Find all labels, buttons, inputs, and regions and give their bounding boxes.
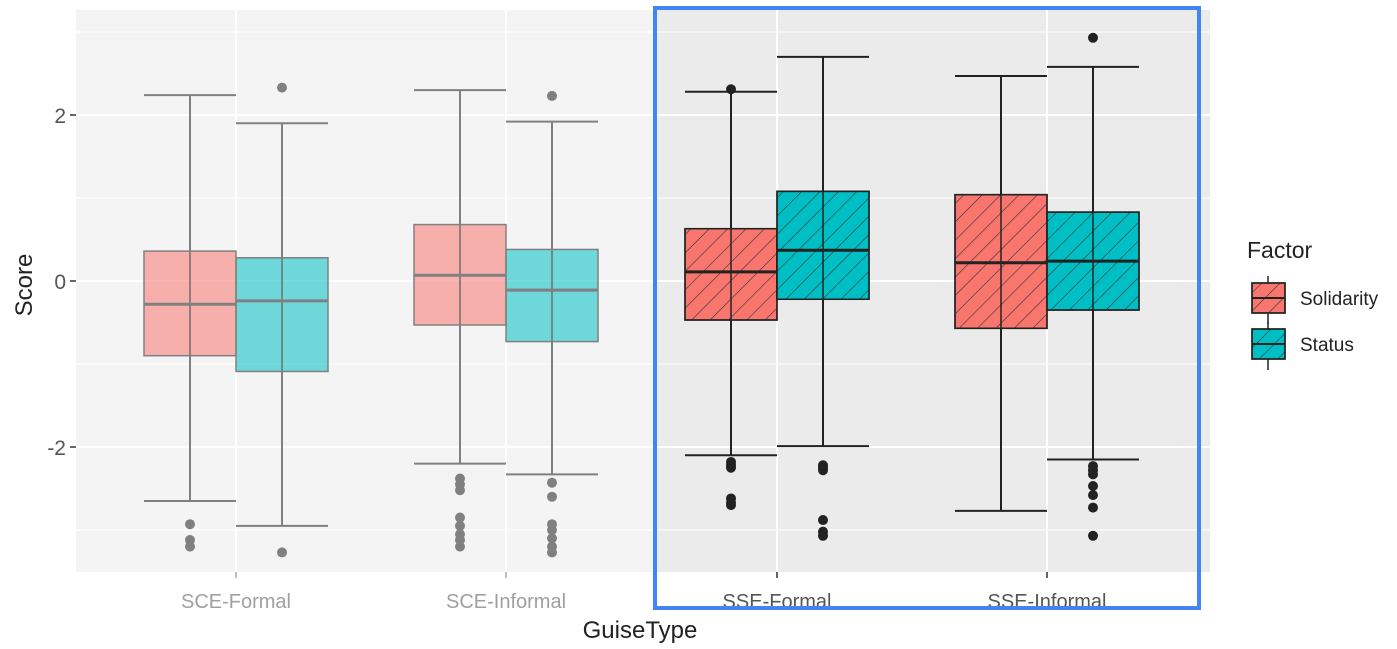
outlier-point: [818, 465, 828, 476]
outlier-point: [1088, 481, 1098, 492]
outlier-point: [726, 84, 736, 95]
legend-item-solidarity: Solidarity: [1251, 276, 1379, 324]
y-axis: 2 0 -2: [47, 105, 76, 460]
outlier-point: [185, 541, 195, 552]
outlier-point: [818, 530, 828, 541]
legend-item-label: Status: [1300, 335, 1354, 356]
boxes-layer: [143, 32, 1140, 558]
outlier-point: [455, 541, 465, 552]
outlier-point: [455, 520, 465, 531]
box-status-sse-formal: [776, 55, 870, 541]
outlier-point: [277, 82, 287, 93]
legend: Factor Solidarity Status: [1247, 237, 1379, 370]
highlight-rectangle: [653, 6, 1201, 610]
legend-item-status: Status: [1251, 322, 1354, 370]
outlier-point: [726, 500, 736, 511]
x-axis-title: GuiseType: [583, 617, 698, 644]
y-axis-title: Score: [11, 254, 38, 317]
outlier-point: [1088, 469, 1098, 480]
x-tick-label: SCE-Formal: [181, 591, 291, 613]
outlier-point: [277, 547, 287, 558]
box-solidarity-sse-formal: [684, 84, 778, 511]
outlier-point: [547, 90, 557, 101]
legend-title: Factor: [1247, 237, 1313, 263]
outlier-point: [818, 515, 828, 526]
outlier-point: [547, 477, 557, 488]
outlier-point: [1088, 32, 1098, 43]
box-status-sce-informal: [505, 90, 599, 558]
box-solidarity-sce-formal: [143, 94, 237, 552]
outlier-point: [1088, 502, 1098, 513]
box-status-sce-formal: [235, 82, 329, 558]
outlier-point: [455, 485, 465, 496]
outlier-point: [726, 462, 736, 473]
outlier-point: [455, 512, 465, 523]
box-status-sse-informal: [1046, 32, 1140, 541]
y-tick-label: 2: [54, 105, 66, 128]
y-tick-label: 0: [54, 271, 66, 294]
y-tick-label: -2: [47, 437, 66, 460]
x-tick-label: SCE-Informal: [446, 591, 566, 613]
outlier-point: [547, 533, 557, 544]
outlier-point: [547, 547, 557, 558]
outlier-point: [185, 519, 195, 530]
outlier-point: [1088, 490, 1098, 501]
outlier-point: [547, 491, 557, 502]
box-solidarity-sse-informal: [954, 74, 1048, 512]
outlier-point: [547, 525, 557, 535]
legend-item-label: Solidarity: [1300, 289, 1379, 310]
outlier-point: [1088, 530, 1098, 541]
